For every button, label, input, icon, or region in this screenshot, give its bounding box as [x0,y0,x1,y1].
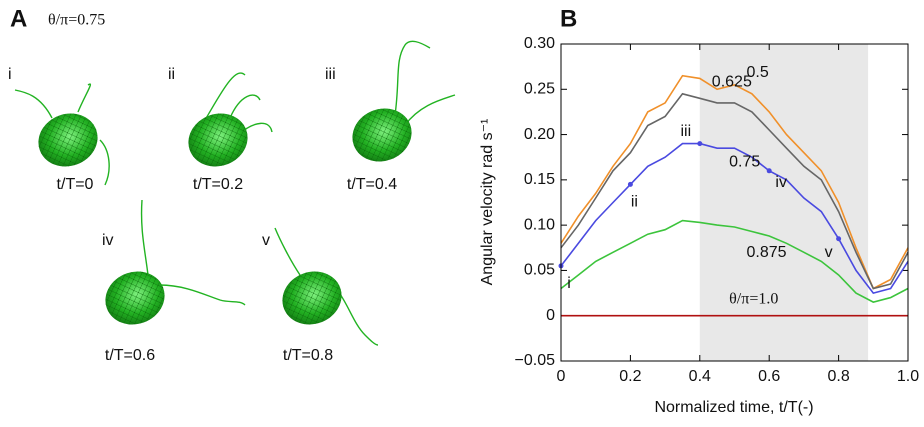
series-label: 0.75 [729,153,760,170]
series-line [560,74,909,290]
plot-frame [560,43,909,362]
series-label: θ/π=1.0 [729,290,778,307]
x-tick-label: 0.4 [689,368,711,385]
y-tick-label: 0.15 [524,171,555,188]
frame-index: iv [102,232,114,249]
panel-a: A θ/π=0.75 i t/T=0 ii t/T=0.2 iii t/T=0.… [8,5,456,364]
series-line [560,142,909,295]
annotation: ii [631,194,638,211]
panel-label: A [10,5,27,32]
y-tick-label: 0.20 [524,126,555,143]
cell [352,40,456,162]
frame-time: t/T=0.6 [105,347,155,364]
y-tick-label: 0.05 [524,262,555,279]
y-tick-label: 0.25 [524,81,555,98]
cell [14,83,110,186]
panel-b: B Normalized time, t/T(-) Angular veloci… [479,5,919,416]
panel-label: B [560,5,577,32]
x-tick-label: 0.8 [827,368,849,385]
y-tick-label: 0.30 [524,35,555,52]
annotation: iii [680,123,691,140]
cell [105,199,246,325]
frame-time: t/T=0.2 [193,176,243,193]
series-label: 0.875 [747,244,787,261]
series-line [560,92,909,290]
cell [274,227,379,346]
frame-time: t/T=0.4 [347,176,397,193]
frame-time: t/T=0.8 [283,347,333,364]
x-tick-label: 1.0 [897,368,919,385]
annotation-point [836,236,842,242]
frame-time: t/T=0 [57,176,94,193]
series-label: 0.5 [747,64,769,81]
series-label: 0.625 [712,74,752,91]
x-axis-label: Normalized time, t/T(-) [654,399,813,416]
shaded-region [699,44,869,361]
x-tick-label: 0.6 [758,368,780,385]
series-line [560,219,909,303]
annotation-point [697,141,703,147]
frame-index: v [262,232,270,249]
frame-index: ii [168,66,175,83]
x-tick-label: 0.2 [619,368,641,385]
annotation: i [567,275,571,292]
annotation-point [627,181,633,187]
annotation: v [825,244,833,261]
frame-index: i [8,66,12,83]
y-tick-label: 0.10 [524,216,555,233]
y-tick-label: −0.05 [515,352,556,369]
cell [188,72,273,167]
y-tick-label: 0 [546,307,555,324]
condition: θ/π=0.75 [48,12,105,29]
frame-index: iii [325,66,336,83]
x-tick-label: 0 [557,368,566,385]
annotation: iv [775,174,787,191]
y-axis-label: Angular velocity rad s⁻¹ [479,119,496,286]
annotation-point [766,168,772,174]
